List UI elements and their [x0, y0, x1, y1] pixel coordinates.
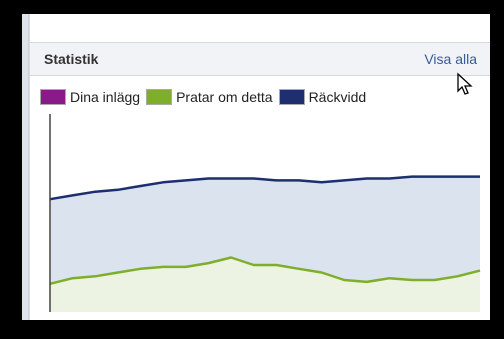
- area-chart: [49, 114, 481, 312]
- panel-header: Statistik Visa alla: [30, 42, 490, 76]
- series-line-0: [49, 175, 480, 201]
- left-sidebar-edge: [22, 14, 29, 320]
- chart-area: [30, 114, 490, 320]
- series-area-1: [50, 257, 480, 312]
- legend-label: Dina inlägg: [70, 89, 141, 105]
- chart-legend: Dina inlägg Pratar om detta Räckvidd: [40, 86, 372, 108]
- see-all-link[interactable]: Visa alla: [424, 51, 477, 67]
- legend-item-pratar-om-detta[interactable]: Pratar om detta: [146, 89, 273, 105]
- legend-swatch: [146, 89, 173, 105]
- panel-title: Statistik: [44, 51, 99, 67]
- legend-swatch: [278, 89, 305, 105]
- legend-item-rackvidd[interactable]: Räckvidd: [278, 89, 367, 105]
- legend-label: Räckvidd: [308, 89, 367, 105]
- series-line-1: [49, 256, 481, 286]
- mouse-pointer-icon: [457, 72, 473, 95]
- legend-label: Pratar om detta: [176, 89, 273, 105]
- statistics-panel: Statistik Visa alla Dina inlägg Pratar o…: [29, 14, 490, 320]
- legend-swatch: [40, 89, 66, 105]
- legend-item-dina-inlagg[interactable]: Dina inlägg: [40, 89, 140, 105]
- screen: Statistik Visa alla Dina inlägg Pratar o…: [22, 14, 490, 320]
